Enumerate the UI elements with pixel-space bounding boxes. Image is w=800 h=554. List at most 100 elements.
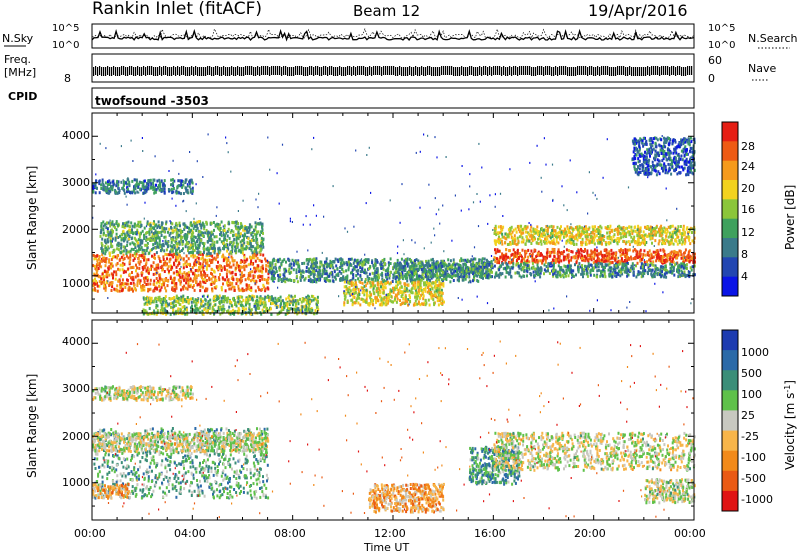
heatmap-cell	[258, 296, 261, 300]
freq-nave-bar	[379, 66, 381, 75]
heatmap-cell	[152, 187, 155, 191]
freq-nave-bar	[303, 67, 305, 76]
heatmap-cell	[237, 284, 240, 288]
heatmap-cell	[193, 235, 196, 239]
heatmap-cell	[326, 278, 329, 282]
heatmap-cell	[363, 262, 365, 266]
heatmap-cell	[249, 297, 251, 301]
heatmap-cell	[549, 251, 552, 255]
heatmap-cell	[329, 279, 332, 283]
heatmap-cell	[611, 254, 614, 258]
heatmap-cell	[365, 294, 368, 298]
freq-nave-bar	[607, 66, 609, 75]
heatmap-cell	[419, 303, 422, 307]
heatmap-cell	[184, 224, 187, 228]
heatmap-cell	[380, 262, 383, 266]
heatmap-cell	[461, 268, 464, 272]
heatmap-cell	[472, 279, 474, 283]
heatmap-cell	[265, 259, 268, 263]
freq-nave-bar	[111, 67, 113, 76]
freq-nave-bar	[657, 66, 659, 75]
heatmap-cell	[187, 282, 190, 286]
heatmap-cell	[607, 252, 609, 256]
heatmap-cell	[399, 303, 402, 307]
heatmap-cell	[178, 240, 181, 244]
freq-nave-bar	[151, 66, 153, 75]
heatmap-cell	[379, 291, 381, 295]
freq-nave-bar	[419, 67, 421, 76]
freq-nave-bar	[641, 67, 643, 76]
heatmap-cell	[259, 246, 262, 250]
heatmap-cell	[234, 301, 237, 305]
heatmap-cell	[103, 259, 105, 263]
heatmap-cell	[424, 303, 427, 307]
heatmap-cell	[162, 299, 164, 303]
heatmap-cell	[363, 271, 366, 274]
heatmap-cell	[678, 249, 681, 253]
heatmap-cell	[419, 296, 422, 300]
heatmap-cell	[374, 298, 377, 302]
heatmap-cell	[206, 261, 209, 265]
heatmap-cell	[173, 246, 176, 250]
heatmap-cell	[449, 259, 452, 263]
heatmap-cell	[129, 242, 132, 246]
heatmap-cell	[119, 274, 122, 278]
heatmap-cell	[262, 300, 265, 304]
heatmap-cell	[583, 254, 586, 258]
heatmap-cell	[238, 299, 241, 303]
heatmap-cell	[102, 220, 105, 224]
freq-nave-bar	[367, 67, 369, 76]
heatmap-cell	[323, 267, 326, 271]
heatmap-cell	[196, 256, 199, 259]
heatmap-cell	[251, 298, 254, 302]
heatmap-cell	[132, 231, 135, 235]
heatmap-cell	[437, 284, 440, 288]
heatmap-cell	[170, 221, 172, 225]
heatmap-cell	[173, 263, 176, 267]
heatmap-cell	[200, 300, 203, 304]
heatmap-cell	[263, 310, 266, 314]
heatmap-cell	[230, 265, 233, 269]
heatmap-cell	[388, 293, 390, 296]
heatmap-cell	[117, 241, 120, 245]
heatmap-cell	[343, 297, 346, 301]
heatmap-cell	[489, 270, 492, 274]
heatmap-cell	[143, 258, 145, 262]
heatmap-cell	[146, 242, 149, 245]
freq-nave-bar	[249, 66, 251, 75]
heatmap-cell	[250, 289, 253, 292]
heatmap-cell	[204, 279, 207, 283]
heatmap-cell	[400, 257, 403, 261]
heatmap-cell	[386, 271, 389, 275]
heatmap-cell	[374, 296, 377, 300]
freq-nave-bar	[129, 66, 131, 75]
heatmap-cell	[169, 312, 172, 316]
heatmap-cell	[254, 299, 257, 303]
heatmap-cell	[457, 277, 460, 281]
heatmap-cell	[115, 184, 118, 188]
heatmap-cell	[189, 243, 192, 247]
heatmap-cell	[170, 187, 173, 191]
heatmap-cell	[177, 278, 180, 282]
heatmap-cell	[251, 278, 254, 282]
heatmap-cell	[211, 281, 214, 285]
heatmap-cell	[185, 225, 188, 229]
heatmap-cell	[308, 267, 310, 271]
heatmap-cell	[156, 234, 159, 238]
heatmap-cell	[586, 249, 589, 253]
heatmap-cell	[222, 246, 225, 250]
heatmap-cell	[458, 275, 460, 279]
freq-nave-bar	[577, 66, 579, 75]
cpid-panel-frame	[91, 87, 695, 109]
freq-nave-bar	[685, 67, 687, 76]
heatmap-cell	[220, 234, 223, 238]
heatmap-cell	[409, 275, 412, 279]
heatmap-cell	[362, 299, 365, 303]
heatmap-cell	[115, 273, 118, 277]
heatmap-cell	[644, 253, 647, 257]
heatmap-cell	[102, 248, 105, 252]
heatmap-cell	[639, 259, 642, 263]
heatmap-cell	[116, 224, 119, 228]
heatmap-cell	[673, 249, 676, 253]
heatmap-cell	[189, 279, 192, 283]
